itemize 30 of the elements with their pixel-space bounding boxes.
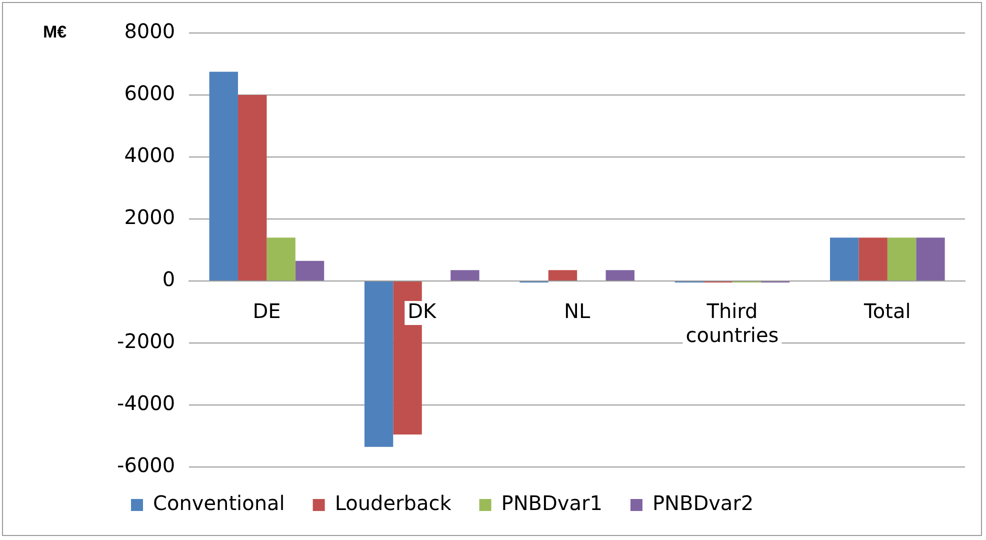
x-tick-label: DE [252,299,281,324]
bar [887,238,916,280]
bar [858,238,888,280]
y-tick-label: 6000 [124,81,176,106]
bar [238,95,267,280]
legend-label: Louderback [334,491,452,516]
legend-label: Conventional [153,491,285,516]
bar [266,238,296,280]
y-tick-label: 0 [162,267,176,292]
bar [606,270,634,280]
bar [548,270,578,280]
legend-label: PNBDvar1 [501,491,602,516]
bar [450,270,480,280]
y-tick-label: -6000 [116,453,176,478]
y-axis-title: M€ [43,22,68,42]
x-tick-label: Third countries [686,299,779,348]
bar [364,282,394,447]
x-tick-label: NL [564,299,591,324]
legend-label: PNBDvar2 [652,491,754,516]
bar [295,260,324,280]
x-tick-label: DK [408,299,438,324]
bar [830,238,859,280]
bar [209,72,238,280]
x-tick-label: Total [863,299,911,324]
y-tick-label: 8000 [124,19,176,44]
y-tick-label: 2000 [124,205,176,230]
y-tick-label: -2000 [116,329,176,354]
y-tick-label: -4000 [116,391,176,416]
y-tick-label: 4000 [124,143,176,168]
bar [916,238,945,280]
